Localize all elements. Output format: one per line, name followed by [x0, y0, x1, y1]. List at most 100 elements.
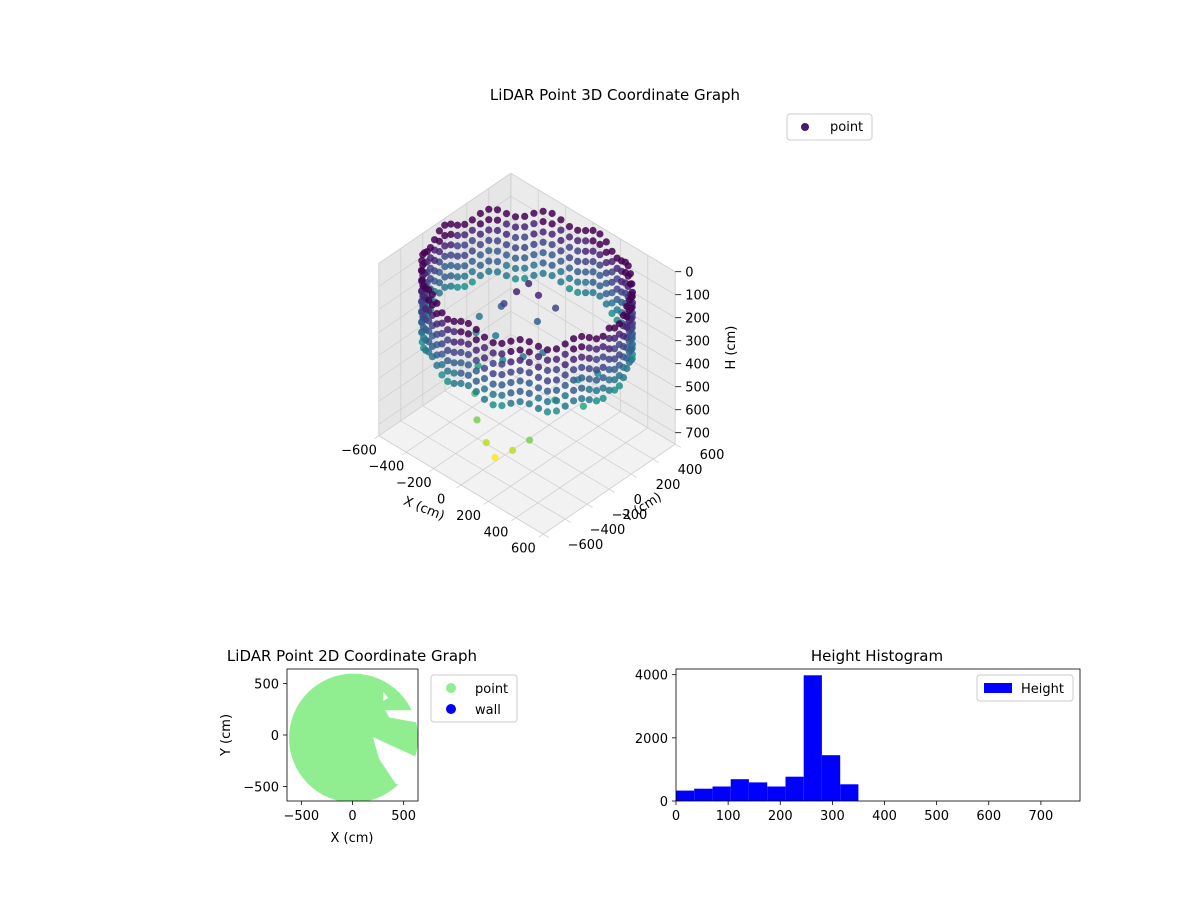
data-point	[596, 230, 604, 238]
legend-label-point: point	[475, 682, 508, 697]
data-point	[530, 251, 538, 259]
data-point	[530, 220, 538, 228]
data-point	[453, 283, 462, 291]
data-point	[592, 387, 601, 395]
data-point	[585, 375, 593, 383]
data-point	[596, 251, 604, 259]
data-point	[582, 268, 590, 276]
legend-marker-point	[446, 683, 456, 693]
data-point	[589, 237, 597, 245]
data-point	[533, 317, 542, 326]
data-point	[485, 247, 493, 255]
data-point	[476, 272, 484, 280]
data-point	[482, 439, 490, 447]
x-tick-label: 400	[872, 809, 897, 824]
data-point	[557, 226, 565, 234]
data-point	[468, 257, 476, 265]
data-point	[461, 220, 469, 228]
data-point	[428, 291, 436, 299]
x-tick	[428, 468, 434, 472]
data-point	[552, 345, 561, 353]
data-point	[585, 354, 593, 362]
data-point	[596, 292, 604, 300]
data-point	[472, 346, 480, 354]
data-point	[480, 333, 489, 341]
data-point	[548, 241, 556, 249]
data-point	[516, 377, 524, 385]
histogram-bar	[767, 786, 786, 801]
data-point	[464, 340, 472, 348]
data-point	[585, 385, 593, 393]
data-point	[602, 269, 610, 277]
data-point	[468, 268, 476, 276]
chart-3d-legend: point	[786, 113, 873, 141]
data-point	[579, 402, 588, 410]
data-point	[585, 334, 593, 342]
data-point	[438, 361, 446, 369]
data-point	[498, 339, 506, 348]
data-point	[557, 278, 565, 286]
chart-2d-legend: point wall	[430, 674, 518, 723]
y-tick	[652, 458, 659, 463]
data-point	[485, 257, 493, 265]
data-point	[578, 384, 586, 392]
data-point	[441, 283, 449, 291]
data-point	[543, 356, 552, 364]
data-point	[438, 340, 446, 348]
data-point	[525, 400, 533, 408]
data-point	[608, 278, 616, 286]
data-point	[552, 397, 561, 405]
data-point	[552, 376, 561, 384]
data-point	[472, 336, 480, 344]
data-point	[433, 299, 441, 307]
data-point	[435, 227, 443, 235]
data-point	[534, 373, 543, 381]
data-point	[525, 280, 533, 288]
data-point	[457, 317, 465, 325]
data-point	[475, 312, 483, 320]
x-tick-label: −500	[283, 809, 319, 824]
data-point	[548, 230, 556, 238]
chart-2d-title: LiDAR Point 2D Coordinate Graph	[227, 647, 477, 665]
data-point	[602, 259, 610, 267]
data-point	[534, 353, 543, 361]
chart-3d-zlabel: H (cm)	[724, 326, 739, 370]
data-point	[534, 342, 543, 350]
data-point	[493, 268, 502, 276]
data-point	[457, 348, 465, 357]
data-point	[480, 395, 489, 403]
data-point	[611, 376, 619, 384]
data-point	[596, 282, 604, 290]
data-point	[615, 330, 624, 338]
data-point	[492, 332, 500, 340]
data-point	[611, 355, 619, 363]
x-tick-label: −400	[369, 460, 405, 475]
data-point	[615, 382, 624, 390]
data-point	[582, 247, 590, 255]
data-point	[570, 376, 578, 384]
data-point	[502, 220, 511, 228]
data-point	[552, 386, 561, 394]
data-point	[516, 387, 524, 395]
data-point	[476, 261, 484, 269]
z-tick-label: 100	[685, 289, 710, 304]
data-point	[480, 344, 489, 352]
data-point	[539, 207, 547, 215]
data-point	[592, 397, 601, 405]
data-point	[530, 209, 538, 217]
data-point	[485, 267, 493, 275]
data-point	[438, 350, 446, 358]
data-point	[476, 241, 484, 249]
legend-label-point: point	[830, 120, 863, 135]
data-point	[464, 382, 472, 390]
data-point	[605, 334, 613, 343]
data-point	[468, 216, 476, 224]
data-point	[438, 329, 446, 338]
data-point	[457, 328, 465, 336]
data-point	[615, 372, 624, 380]
data-point	[511, 213, 520, 221]
grid-line-z	[510, 333, 676, 434]
data-point	[605, 366, 613, 374]
data-point	[608, 268, 616, 276]
